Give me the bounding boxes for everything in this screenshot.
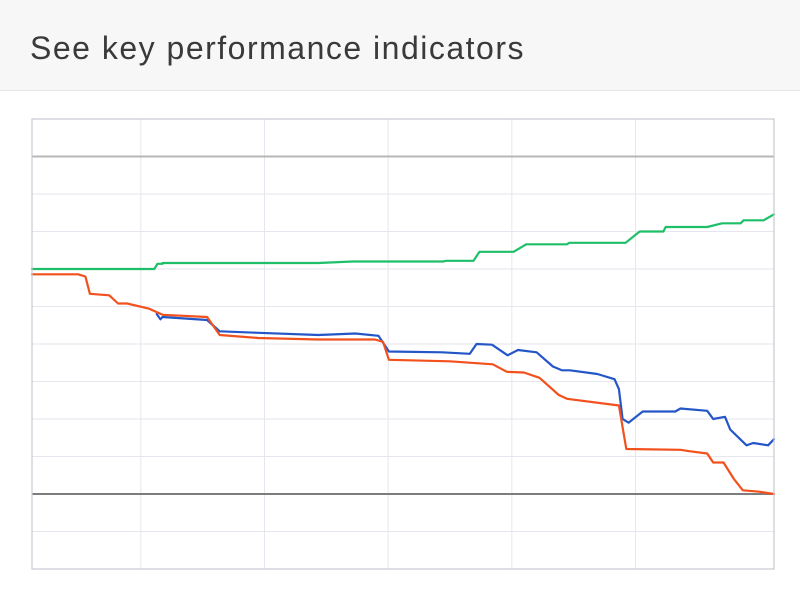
orange-series-line <box>30 273 776 496</box>
page-header: See key performance indicators <box>0 0 800 91</box>
plot-frame <box>31 118 775 570</box>
page-title: See key performance indicators <box>30 30 525 66</box>
kpi-line-chart <box>0 91 800 600</box>
chart-svg <box>30 118 776 570</box>
green-series-line <box>30 213 776 271</box>
blue-series-line <box>155 312 776 447</box>
